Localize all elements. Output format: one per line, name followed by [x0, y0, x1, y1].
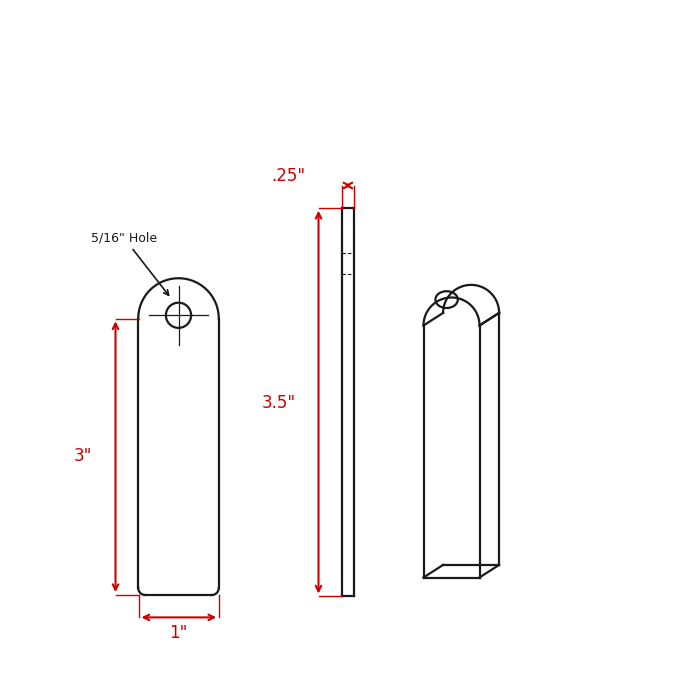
- Text: .25": .25": [271, 167, 305, 186]
- Text: 3.5": 3.5": [262, 393, 295, 412]
- Text: 5/16" Hole: 5/16" Hole: [91, 232, 169, 295]
- Text: 3": 3": [74, 447, 92, 466]
- Text: 1": 1": [169, 624, 188, 642]
